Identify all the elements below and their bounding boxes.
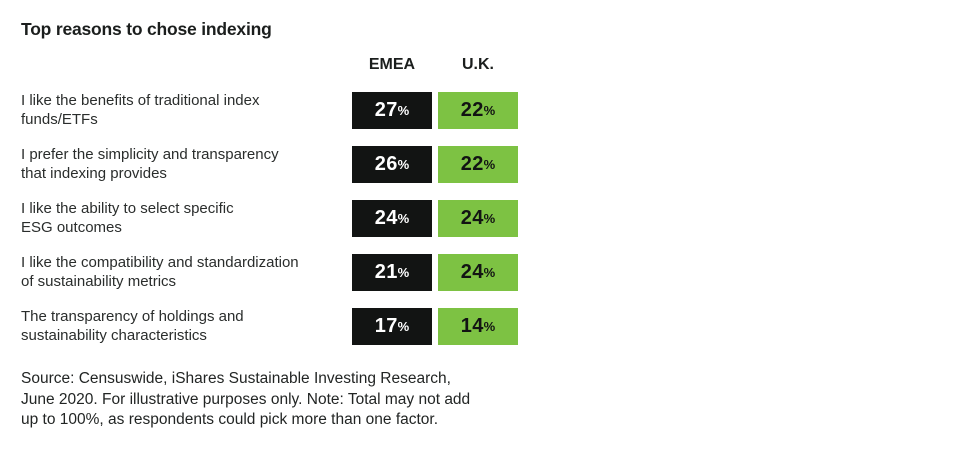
percent-sign: % xyxy=(483,157,496,172)
row-label-line: The transparency of holdings and xyxy=(21,308,244,325)
table-row: I like the benefits of traditional index… xyxy=(21,92,518,129)
uk-value-badge: 24% xyxy=(438,254,518,291)
row-label-line: I like the ability to select specific xyxy=(21,200,234,217)
source-line: up to 100%, as respondents could pick mo… xyxy=(21,411,439,428)
badge-value: 24 xyxy=(374,207,398,229)
chart-title: Top reasons to chose indexing xyxy=(21,19,272,39)
column-header-uk: U.K. xyxy=(462,56,494,73)
percent-sign: % xyxy=(483,211,496,226)
uk-value-badge: 24% xyxy=(438,200,518,237)
row-label: I like the ability to select specific ES… xyxy=(21,200,352,237)
table-row: I prefer the simplicity and transparency… xyxy=(21,146,518,183)
uk-value-badge: 14% xyxy=(438,308,518,345)
row-label-line: that indexing provides xyxy=(21,164,167,182)
table-row: I like the ability to select specific ES… xyxy=(21,200,518,237)
badge-value: 14 xyxy=(460,315,484,337)
rows-container: I like the benefits of traditional index… xyxy=(21,92,518,362)
percent-sign: % xyxy=(397,211,410,226)
emea-value-badge: 17% xyxy=(352,308,432,345)
row-label-line: sustainability characteristics xyxy=(21,326,207,344)
badge-value: 17 xyxy=(374,315,398,337)
row-label-line: I like the compatibility and standardiza… xyxy=(21,254,299,271)
table-row: I like the compatibility and standardiza… xyxy=(21,254,518,291)
row-label: The transparency of holdings and sustain… xyxy=(21,308,352,345)
emea-value-badge: 21% xyxy=(352,254,432,291)
badge-value: 24 xyxy=(460,261,484,283)
emea-value-badge: 26% xyxy=(352,146,432,183)
row-label: I like the benefits of traditional index… xyxy=(21,92,352,129)
percent-sign: % xyxy=(483,265,496,280)
badge-value: 26 xyxy=(374,153,398,175)
percent-sign: % xyxy=(483,319,496,334)
badge-value: 22 xyxy=(460,153,484,175)
percent-sign: % xyxy=(397,319,410,334)
row-label-line: I prefer the simplicity and transparency xyxy=(21,146,279,163)
uk-value-badge: 22% xyxy=(438,146,518,183)
source-line: June 2020. For illustrative purposes onl… xyxy=(21,390,471,408)
row-label: I like the compatibility and standardiza… xyxy=(21,254,352,291)
source-note: Source: Censuswide, iShares Sustainable … xyxy=(21,369,470,431)
row-label: I prefer the simplicity and transparency… xyxy=(21,146,352,183)
percent-sign: % xyxy=(397,265,410,280)
percent-sign: % xyxy=(397,103,410,118)
badge-value: 22 xyxy=(460,99,484,121)
column-header-emea: EMEA xyxy=(368,56,416,73)
emea-value-badge: 27% xyxy=(352,92,432,129)
badge-value: 21 xyxy=(374,261,398,283)
source-line: Source: Censuswide, iShares Sustainable … xyxy=(21,370,451,387)
row-label-line: ESG outcomes xyxy=(21,218,122,236)
row-label-line: funds/ETFs xyxy=(21,110,98,128)
percent-sign: % xyxy=(397,157,410,172)
table-row: The transparency of holdings and sustain… xyxy=(21,308,518,345)
row-label-line: of sustainability metrics xyxy=(21,272,177,290)
badge-value: 24 xyxy=(460,207,484,229)
row-label-line: I like the benefits of traditional index xyxy=(21,92,260,109)
uk-value-badge: 22% xyxy=(438,92,518,129)
emea-value-badge: 24% xyxy=(352,200,432,237)
percent-sign: % xyxy=(483,103,496,118)
badge-value: 27 xyxy=(374,99,398,121)
